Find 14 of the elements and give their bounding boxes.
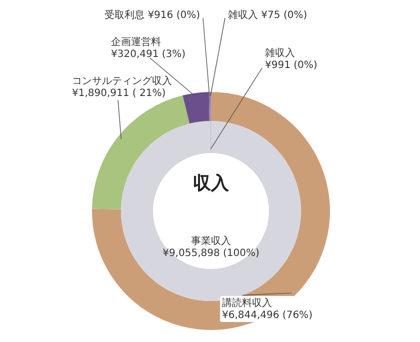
data-label: ¥991 (0%) — [265, 60, 318, 71]
data-label: ¥9,055,898 (100%) — [162, 248, 260, 259]
slice-label: コンサルティング収入 — [72, 75, 172, 87]
donut-slice — [182, 92, 210, 124]
data-label: ¥320,491 (3%) — [111, 49, 186, 60]
category-label: 雑収入 ¥75 (0%) — [228, 10, 308, 21]
slice-label: 講読料収入 — [222, 297, 272, 309]
slice-label: 雑収入 — [265, 47, 295, 59]
text: 収入 — [193, 173, 230, 194]
slice-label: 受取利息 ¥916 (0%) — [104, 9, 200, 21]
data-label: ¥1,890,911 ( 21%) — [72, 88, 166, 99]
slice-label: 事業収入 — [191, 235, 231, 247]
slice-label: 企画運営料 — [111, 36, 161, 48]
data-label: ¥6,844,496 (76%) — [222, 310, 313, 321]
